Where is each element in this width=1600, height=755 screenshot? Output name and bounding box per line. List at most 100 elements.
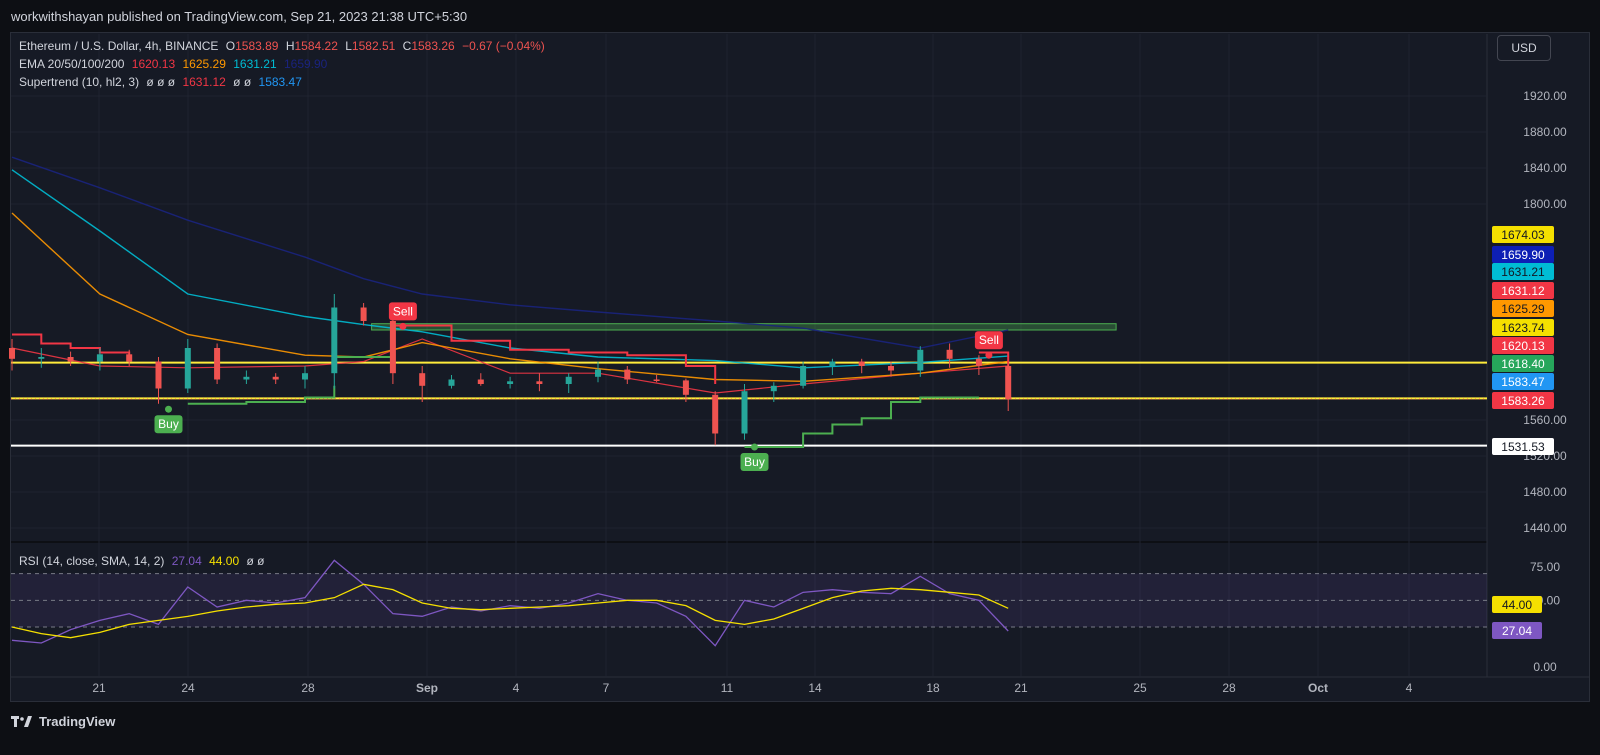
price-axis-tag	[1492, 337, 1554, 354]
ema-lines	[11, 156, 1009, 394]
candle-body	[214, 348, 221, 380]
candle-body	[67, 357, 74, 362]
price-axis-tag	[1492, 319, 1554, 336]
rsi-value: 27.04	[171, 554, 202, 568]
sell-marker	[985, 351, 993, 359]
candle-body	[917, 349, 924, 371]
candle-body	[975, 358, 982, 366]
publish-header: workwithshayan published on TradingView.…	[0, 0, 1600, 32]
ema20-value: 1620.13	[131, 57, 176, 71]
sell-label-box	[388, 302, 417, 321]
resistance-zone	[371, 323, 1117, 331]
rsi-axis-tag	[1492, 596, 1542, 613]
low-label: L	[345, 39, 352, 53]
rsi-y-tick-label: 0.00	[1533, 660, 1557, 674]
rsi-axis-tag-text: 27.04	[1502, 624, 1532, 638]
rsi-ma-line	[11, 583, 1009, 639]
y-tick-label: 1440.00	[1523, 521, 1567, 535]
rsi-empty: ø ø	[246, 554, 265, 568]
price-axis-tag-text: 1623.74	[1501, 321, 1545, 335]
rsi-legend[interactable]: RSI (14, close, SMA, 14, 2) 27.04 44.00 …	[19, 554, 268, 568]
candle-body	[888, 366, 894, 371]
supertrend-up-segment	[187, 385, 336, 405]
high-value: 1584.22	[294, 39, 338, 53]
y-tick-label: 1480.00	[1523, 485, 1567, 499]
x-tick-label: 24	[181, 681, 195, 695]
y-tick-label: 1920.00	[1523, 89, 1567, 103]
ema-legend[interactable]: EMA 20/50/100/200 1620.13 1625.29 1631.2…	[19, 57, 331, 71]
demand-zone-box	[371, 323, 1117, 331]
x-tick-label: 14	[808, 681, 822, 695]
candle-body	[272, 376, 279, 380]
candle-body	[595, 369, 601, 377]
candle-body	[96, 354, 103, 362]
symbol-name: Ethereum / U.S. Dollar, 4h, BINANCE	[19, 39, 219, 53]
rsi-line	[11, 559, 1009, 647]
candle-body	[770, 385, 777, 392]
change-value: −0.67 (−0.04%)	[462, 39, 545, 53]
x-tick-label: 4	[1406, 681, 1413, 695]
candle-body	[419, 373, 426, 386]
sell-label-box	[974, 331, 1003, 350]
ema50-line	[11, 212, 1009, 383]
footer	[0, 703, 1600, 755]
price-axis-tag-text: 1618.40	[1501, 357, 1545, 371]
supertrend-up-segment	[744, 396, 979, 448]
y-tick-label: 1880.00	[1523, 125, 1567, 139]
x-tick-label: 21	[92, 681, 106, 695]
price-axis-tag-text: 1631.21	[1501, 265, 1545, 279]
sell-label: Sell	[393, 304, 413, 318]
candle-body	[741, 391, 748, 434]
price-axis-tag-text: 1583.26	[1501, 394, 1545, 408]
rsi-ma-value: 44.00	[209, 554, 240, 568]
candle-body	[243, 376, 250, 380]
price-axis-tag-text: 1620.13	[1501, 339, 1545, 353]
buy-label-box	[154, 415, 183, 434]
close-value: 1583.26	[411, 39, 455, 53]
candle-body	[38, 357, 45, 359]
buy-label: Buy	[744, 455, 765, 469]
tradingview-logo[interactable]: TradingView	[11, 714, 115, 729]
supertrend-down-segment	[392, 324, 717, 384]
supertrend-down-segment	[12, 333, 131, 356]
brand-name: TradingView	[39, 714, 116, 729]
candle-body	[477, 379, 484, 384]
symbol-legend: Ethereum / U.S. Dollar, 4h, BINANCE O158…	[19, 39, 549, 53]
candle-body	[536, 381, 543, 384]
low-value: 1582.51	[351, 39, 396, 53]
high-label: H	[285, 39, 295, 53]
ema50-value: 1625.29	[182, 57, 226, 71]
close-label: C	[402, 39, 412, 53]
price-axis-tag	[1492, 392, 1554, 409]
price-axis-tag-text: 1659.90	[1501, 248, 1545, 262]
candle-body	[712, 394, 719, 434]
y-tick-label: 1560.00	[1523, 413, 1567, 427]
grid	[11, 34, 1589, 678]
publish-info: workwithshayan published on TradingView.…	[11, 9, 468, 24]
candle-body	[507, 381, 514, 384]
buy-label: Buy	[158, 417, 179, 431]
candle-body	[155, 361, 162, 389]
x-tick-label: Oct	[1308, 681, 1328, 695]
x-tick-label: 21	[1014, 681, 1028, 695]
candle-body	[800, 366, 807, 386]
candle-body	[858, 361, 865, 366]
ema-label: EMA 20/50/100/200	[19, 57, 125, 71]
rsi-y-tick-label: 75.00	[1530, 560, 1560, 574]
supertrend-legend[interactable]: Supertrend (10, hl2, 3) ø ø ø 1631.12 ø …	[19, 75, 306, 89]
y-tick-label: 1840.00	[1523, 161, 1567, 175]
ema200-value: 1659.90	[283, 57, 328, 71]
x-tick-label: 28	[301, 681, 315, 695]
candle-body	[126, 354, 133, 362]
currency-button[interactable]: USD	[1497, 35, 1551, 61]
buy-marker	[751, 443, 758, 451]
x-tick-label: 11	[721, 681, 734, 695]
price-axis-tag	[1492, 263, 1554, 280]
price-axis-tag-text: 1531.53	[1501, 440, 1545, 454]
supertrend-empty: ø ø ø	[146, 75, 176, 89]
candles	[9, 294, 1012, 446]
candle-body	[360, 307, 367, 321]
x-tick-label: 18	[926, 681, 940, 695]
axes: 1920.001880.001840.001800.001560.001520.…	[92, 89, 1567, 695]
